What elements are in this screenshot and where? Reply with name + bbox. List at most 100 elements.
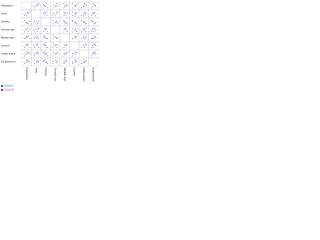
point: [74, 21, 76, 23]
point: [42, 52, 44, 54]
point: [63, 52, 65, 54]
point: [25, 37, 27, 39]
point: [65, 51, 66, 53]
point: [43, 44, 45, 46]
point: [92, 52, 94, 54]
panel: [31, 9, 42, 19]
point: [66, 12, 68, 14]
point: [83, 21, 85, 23]
point: [85, 12, 87, 14]
panel: [21, 17, 32, 27]
point: [80, 46, 82, 48]
point: [83, 6, 85, 8]
point: [56, 11, 58, 13]
point: [83, 62, 85, 64]
point: [74, 13, 76, 15]
point: [72, 28, 74, 30]
point: [93, 30, 95, 32]
panel: [69, 41, 80, 51]
panel: [88, 49, 99, 59]
point: [55, 44, 57, 46]
point: [53, 43, 55, 45]
point: [27, 51, 28, 53]
legend-swatch: [1, 85, 3, 87]
point: [38, 2, 40, 4]
point: [52, 14, 54, 16]
point: [84, 11, 85, 13]
point: [94, 51, 96, 53]
point: [43, 36, 45, 38]
point: [64, 6, 66, 8]
panel: [21, 9, 32, 19]
panel: [40, 41, 51, 51]
point: [43, 4, 45, 6]
point: [23, 20, 25, 22]
panel: [50, 25, 61, 35]
point: [75, 22, 77, 24]
point: [84, 35, 86, 37]
point: [76, 12, 78, 14]
point: [52, 7, 54, 9]
point: [66, 52, 68, 54]
point: [54, 22, 56, 24]
point: [52, 20, 54, 22]
point: [27, 27, 28, 29]
point: [76, 30, 78, 32]
point: [72, 7, 74, 9]
point: [84, 46, 85, 48]
point: [36, 52, 38, 54]
point: [84, 38, 85, 40]
point: [25, 28, 27, 30]
row-label: Area: [1, 12, 7, 16]
point: [37, 44, 39, 46]
point: [52, 55, 54, 57]
point: [27, 52, 29, 54]
point: [75, 51, 77, 53]
point: [36, 4, 38, 6]
panel: [50, 57, 61, 67]
point: [53, 60, 55, 62]
point: [46, 14, 48, 16]
point: [74, 36, 76, 38]
point: [63, 2, 65, 4]
point: [85, 27, 87, 29]
panel: [78, 41, 89, 51]
point: [85, 60, 87, 62]
point: [65, 59, 67, 61]
point: [72, 20, 74, 22]
panel: [88, 17, 99, 27]
point: [36, 43, 38, 45]
point: [65, 15, 67, 17]
point: [84, 60, 86, 62]
panel: [40, 17, 51, 27]
point: [63, 7, 65, 9]
point: [72, 31, 74, 33]
point: [94, 44, 96, 46]
point: [92, 38, 94, 40]
point: [35, 6, 37, 8]
point: [83, 22, 85, 24]
point: [63, 14, 65, 16]
point: [27, 12, 28, 14]
point: [92, 20, 94, 22]
panel: [69, 17, 80, 27]
point: [33, 36, 35, 38]
point: [65, 44, 67, 46]
point: [56, 38, 58, 40]
point: [37, 4, 39, 6]
point: [56, 2, 58, 4]
column-label: Income: [73, 68, 77, 77]
point: [91, 14, 93, 16]
point: [91, 7, 93, 9]
point: [80, 31, 82, 33]
point: [27, 23, 29, 25]
point: [38, 38, 40, 40]
panel: [88, 9, 99, 19]
panel: [21, 41, 32, 51]
point: [76, 23, 78, 25]
point: [92, 46, 94, 48]
panel: [21, 1, 32, 11]
point: [64, 21, 66, 23]
point: [85, 44, 87, 46]
page: {"chart_data": {"type": "scatter_matrix"…: [0, 0, 100, 96]
